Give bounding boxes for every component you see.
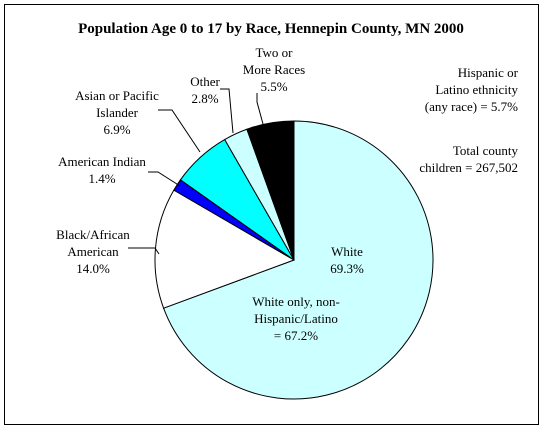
slice-label-white: White 69.3% bbox=[330, 244, 364, 276]
leader-line-asian-or-pacific-islander bbox=[158, 109, 201, 153]
slice-label-two-or-more-races: Two or More Races 5.5% bbox=[243, 45, 305, 94]
leader-line-black-african-american bbox=[128, 247, 160, 255]
slice-label-american-indian: American Indian 1.4% bbox=[58, 154, 146, 186]
slice-label-other: Other 2.8% bbox=[190, 74, 220, 106]
chart-title: Population Age 0 to 17 by Race, Hennepin… bbox=[78, 21, 464, 37]
leader-lines bbox=[128, 88, 264, 255]
pie-slices bbox=[154, 120, 434, 400]
slice-label-asian-or-pacific-islander: Asian or Pacific Islander 6.9% bbox=[75, 88, 159, 137]
annotation-total-note: Total county children = 267,502 bbox=[419, 143, 518, 175]
annotations: White only, non-Hispanic/Latino = 67.2% Hi… bbox=[252, 65, 518, 343]
slice-labels: White 69.3% Black/African American 14.0% Amer… bbox=[56, 45, 364, 276]
annotation-white-only-note: White only, non-Hispanic/Latino = 67.2% bbox=[252, 294, 340, 343]
slice-label-black-african-american: Black/African American 14.0% bbox=[56, 227, 130, 276]
slice-two-or-more-races bbox=[246, 120, 295, 261]
leader-line-other bbox=[220, 88, 234, 134]
slice-white bbox=[162, 120, 434, 400]
leader-line-american-indian bbox=[148, 171, 181, 187]
leader-line-two-or-more-races bbox=[256, 93, 264, 125]
annotation-hispanic-note: Hispanic or Latino ethnicity (any race) = … bbox=[425, 65, 519, 114]
